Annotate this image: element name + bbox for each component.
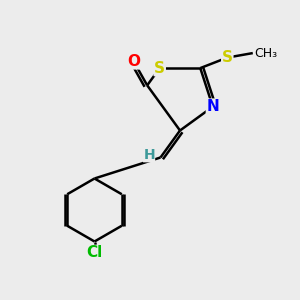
Text: N: N bbox=[206, 99, 219, 114]
Text: S: S bbox=[222, 50, 233, 65]
Text: O: O bbox=[127, 54, 140, 69]
Text: H: H bbox=[143, 148, 155, 162]
Text: CH₃: CH₃ bbox=[254, 46, 278, 60]
Text: Cl: Cl bbox=[86, 245, 103, 260]
Text: S: S bbox=[154, 61, 165, 76]
